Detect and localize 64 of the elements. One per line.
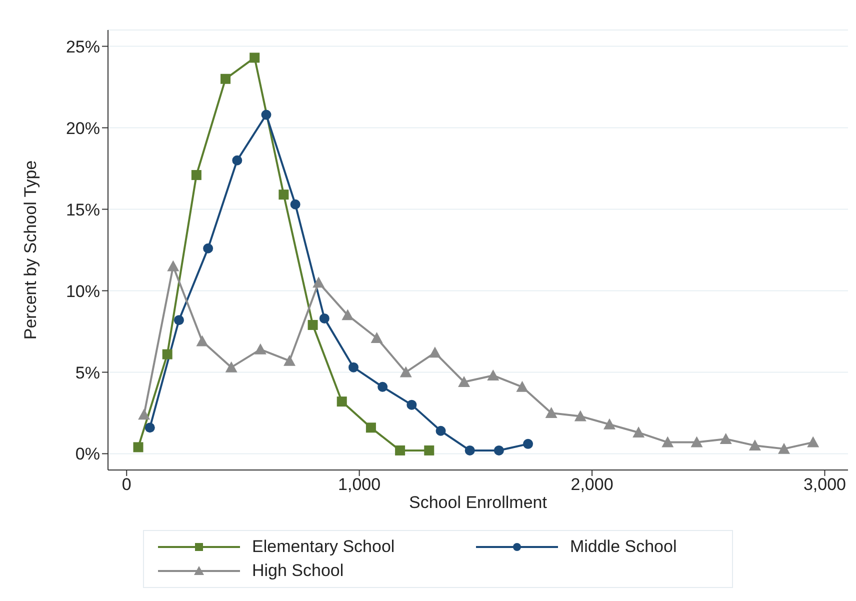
point [748, 440, 761, 451]
point [395, 445, 406, 456]
point [378, 382, 388, 392]
point [400, 366, 412, 378]
point [250, 52, 260, 63]
point [523, 438, 534, 449]
x-tick-label: 2,000 [570, 475, 614, 494]
point [133, 442, 144, 452]
point [494, 445, 504, 456]
point [424, 445, 434, 456]
y-tick-label: 0% [75, 444, 100, 464]
x-axis-title: School Enrollment [409, 493, 548, 512]
y-tick-label: 25% [66, 37, 100, 56]
point [319, 313, 330, 324]
point [144, 422, 155, 433]
point [203, 243, 214, 254]
point [162, 349, 172, 360]
point [720, 433, 732, 444]
point [191, 170, 202, 180]
point [603, 418, 616, 430]
point [406, 400, 417, 410]
point [370, 332, 383, 343]
point [196, 335, 208, 346]
point [312, 276, 325, 288]
point [516, 380, 528, 392]
point [662, 436, 674, 448]
y-tick-label: 5% [75, 363, 100, 382]
point [290, 199, 300, 210]
point [632, 426, 645, 438]
point [336, 396, 347, 407]
legend-label: High School [252, 561, 344, 581]
point [174, 315, 184, 326]
x-tick-label: 0 [122, 475, 132, 494]
x-tick-label: 3,000 [803, 475, 846, 494]
point [807, 436, 820, 448]
legend-label: Elementary School [252, 537, 395, 557]
legend-label: Middle School [570, 537, 677, 557]
point [254, 343, 266, 354]
point [428, 346, 441, 358]
point [342, 309, 354, 320]
point [261, 110, 272, 120]
point [366, 422, 376, 433]
point [690, 436, 703, 448]
x-tick-label: 1,000 [338, 475, 381, 494]
point [308, 320, 318, 330]
point [278, 190, 289, 200]
point [778, 442, 790, 454]
point [574, 410, 586, 422]
y-tick-label: 10% [66, 282, 100, 301]
point [232, 155, 242, 166]
point [220, 74, 231, 84]
point [487, 369, 500, 380]
point [167, 260, 180, 272]
y-axis-title: Percent by School Type [21, 160, 40, 340]
point [464, 445, 475, 456]
point [284, 354, 296, 366]
point [348, 362, 359, 372]
point [138, 408, 150, 420]
y-tick-label: 15% [66, 200, 100, 220]
point [225, 361, 238, 372]
y-tick-label: 20% [66, 118, 100, 138]
point [545, 406, 558, 418]
point [458, 376, 470, 387]
point [436, 426, 446, 436]
